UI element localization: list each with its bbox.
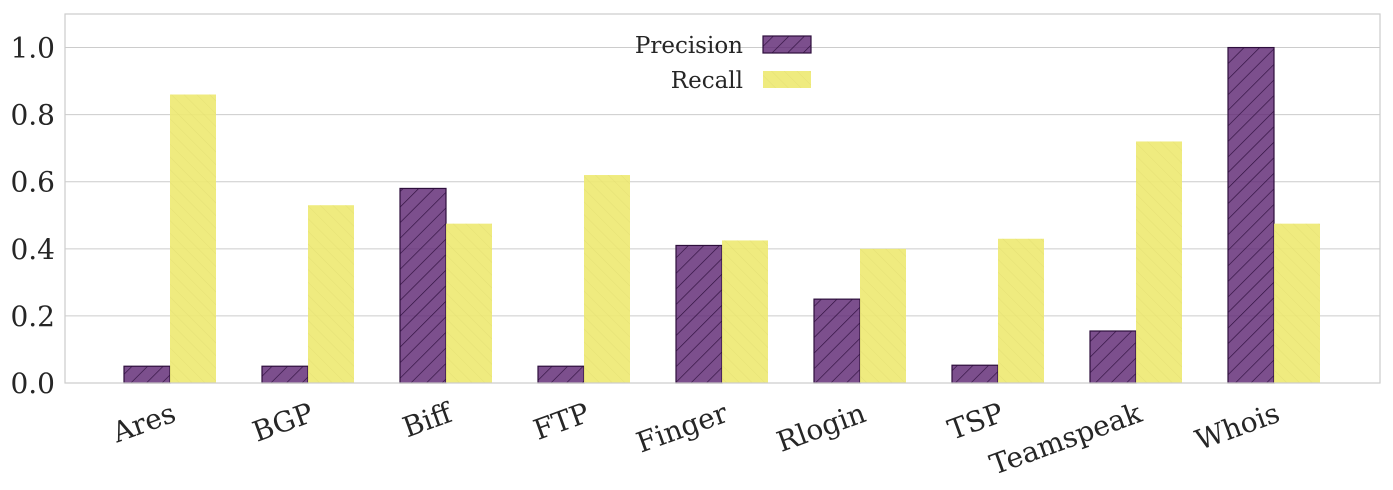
y-axis-ticks: 0.0 0.2 0.4 0.6 0.8 1.0 [10, 32, 55, 400]
legend-swatch-precision-hatch [763, 36, 811, 53]
bar-precision-hatch [262, 366, 308, 383]
bar-recall-hatch [446, 223, 492, 383]
y-tick-label: 0.2 [10, 300, 55, 333]
bar-recall-hatch [998, 238, 1044, 383]
x-tick-label: FTP [529, 396, 594, 446]
plot-frame [64, 13, 1381, 384]
y-tick-label: 0.6 [10, 166, 55, 199]
x-tick-label: BGP [248, 396, 318, 448]
bar-recall-hatch [170, 94, 216, 383]
x-tick-label: TSP [943, 396, 1008, 446]
bar-recall-hatch [1274, 223, 1320, 383]
bar-precision-hatch [1090, 331, 1136, 383]
legend: Precision Recall [635, 33, 812, 94]
x-tick-label: Rlogin [772, 396, 870, 458]
x-tick-label: Ares [107, 396, 180, 449]
x-tick-label: Biff [398, 396, 458, 445]
bar-precision-hatch [1228, 47, 1274, 383]
bar-recall-hatch [308, 205, 354, 383]
legend-label-precision: Precision [635, 33, 743, 59]
legend-label-recall: Recall [671, 68, 743, 94]
x-tick-label: Whois [1191, 396, 1284, 457]
bar-precision-hatch [952, 365, 998, 383]
bar-precision-hatch [538, 366, 584, 383]
y-tick-label: 0.0 [10, 367, 55, 400]
y-tick-label: 1.0 [10, 32, 55, 65]
bar-precision-hatch [676, 245, 722, 383]
x-tick-label: Finger [632, 396, 732, 459]
bar-recall-hatch [860, 248, 906, 383]
bars-layer [123, 46, 1320, 384]
y-tick-label: 0.4 [10, 233, 55, 266]
bar-recall-hatch [584, 175, 630, 383]
y-tick-label: 0.8 [10, 99, 55, 132]
bar-precision-hatch [400, 188, 446, 383]
bar-precision-hatch [814, 299, 860, 383]
x-tick-label: Teamspeak [985, 396, 1147, 482]
bar-recall-hatch [1136, 141, 1182, 383]
legend-swatch-recall-hatch [763, 71, 811, 88]
bar-precision-hatch [124, 366, 170, 383]
bar-recall-hatch [722, 240, 768, 383]
